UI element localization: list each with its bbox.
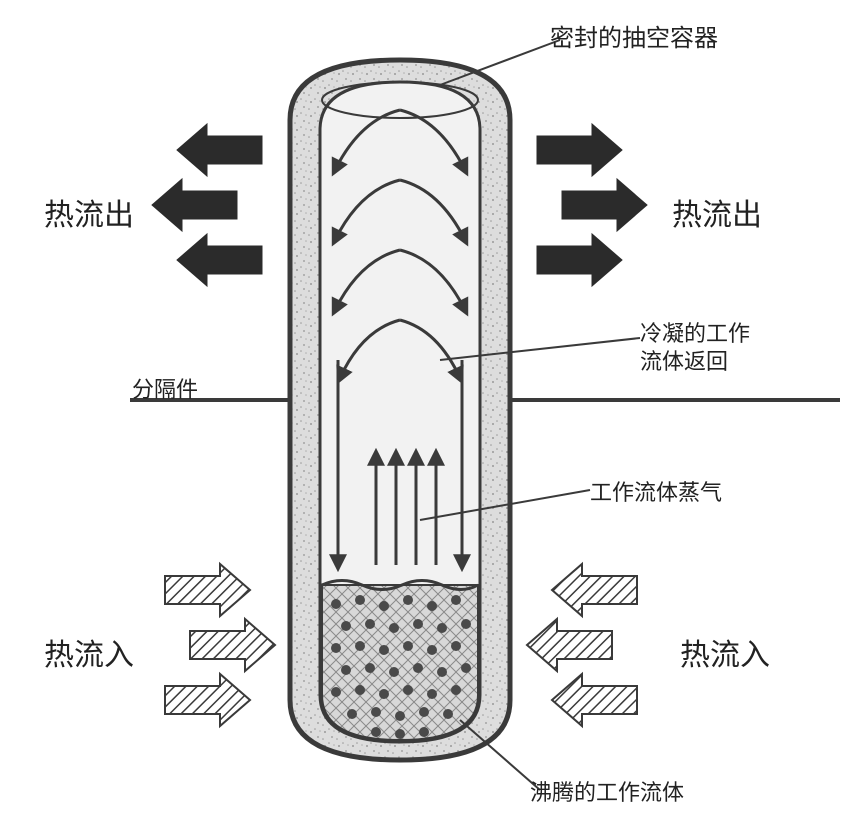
label-heat-out-left: 热流出 bbox=[44, 190, 134, 234]
heat-out-arrows-right bbox=[537, 124, 647, 286]
diagram-svg bbox=[0, 0, 866, 820]
label-heat-in-right: 热流入 bbox=[680, 630, 770, 674]
label-heat-out-right: 热流出 bbox=[672, 190, 762, 234]
label-separator: 分隔件 bbox=[132, 372, 198, 404]
thermosiphon-diagram: 密封的抽空容器 热流出 热流出 分隔件 冷凝的工作 流体返回 工作流体蒸气 热流… bbox=[0, 0, 866, 820]
heat-out-arrows-left bbox=[152, 124, 262, 286]
label-heat-in-left: 热流入 bbox=[44, 630, 134, 674]
heat-in-arrows-left bbox=[165, 564, 275, 726]
label-vapor: 工作流体蒸气 bbox=[590, 475, 722, 507]
label-boiling-fluid: 沸腾的工作流体 bbox=[530, 775, 684, 807]
label-condensed-return: 冷凝的工作 流体返回 bbox=[640, 320, 750, 375]
label-sealed-container: 密封的抽空容器 bbox=[550, 18, 718, 53]
heat-in-arrows-right bbox=[527, 564, 637, 726]
